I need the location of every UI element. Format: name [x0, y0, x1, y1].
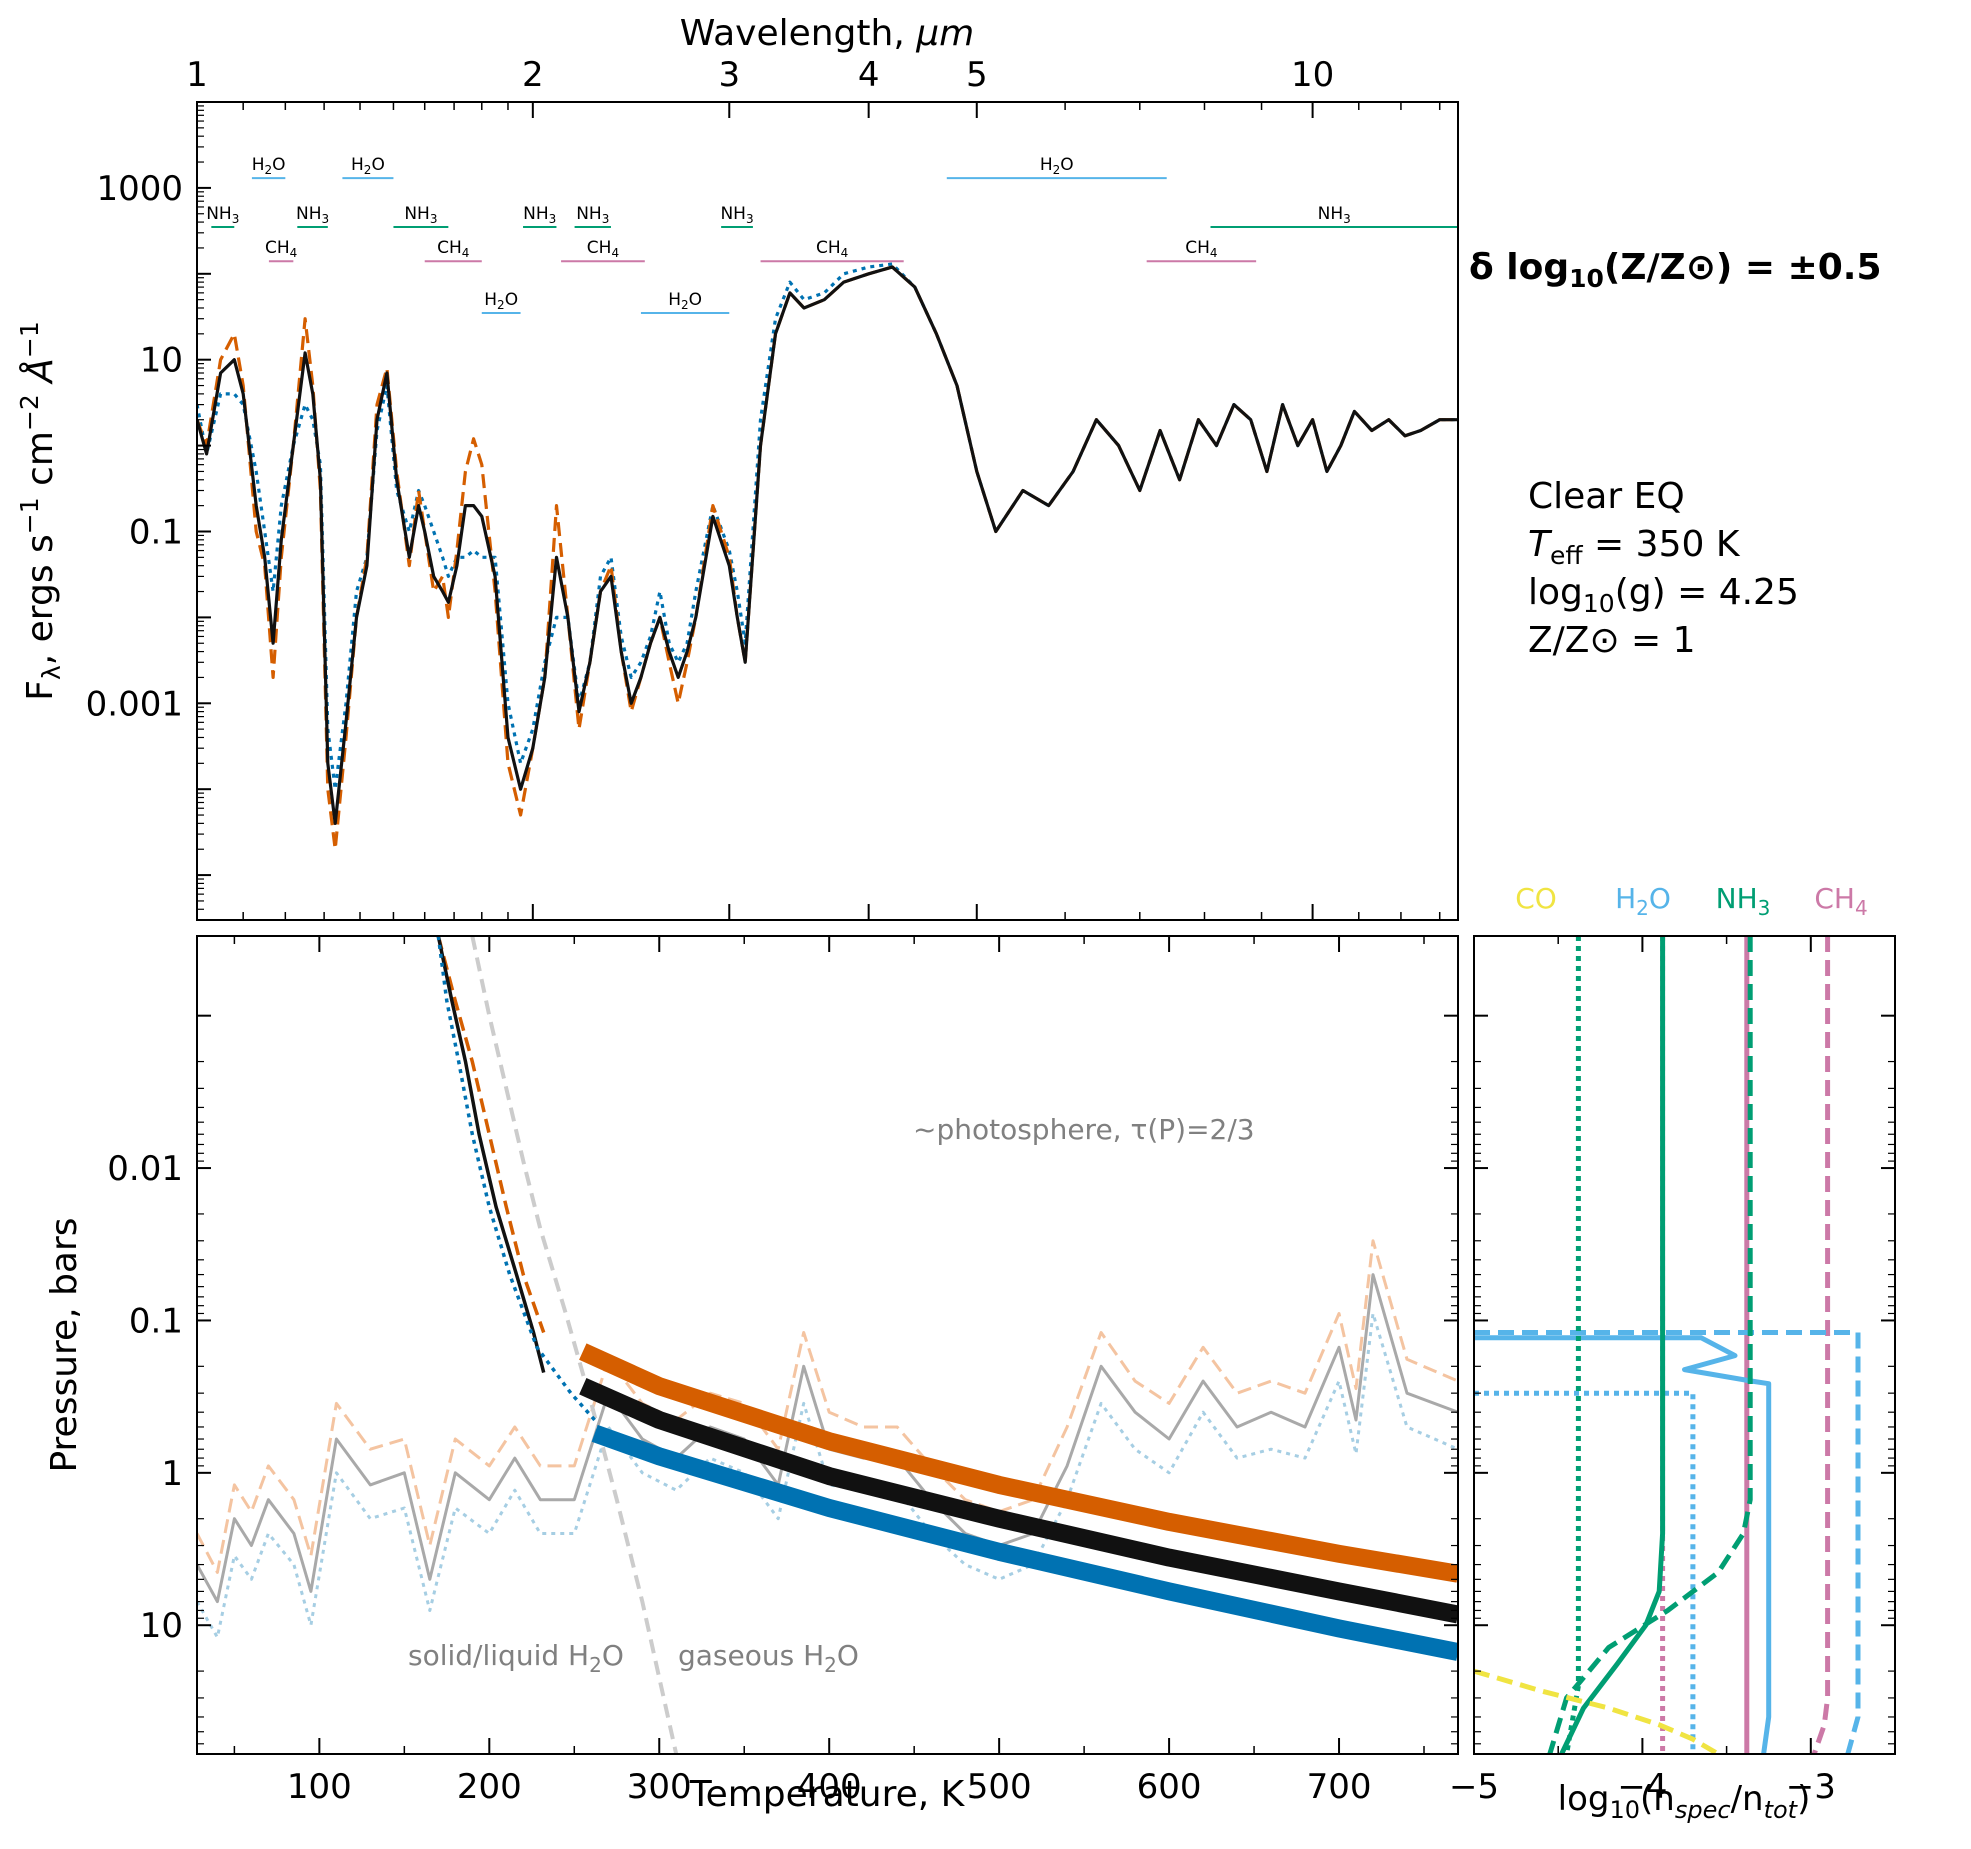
legend-item-nh3: NH3 — [1716, 882, 1771, 920]
spectrum-x-tick-label: 4 — [858, 55, 880, 95]
spectrum-x-tick-label: 2 — [522, 55, 544, 95]
band-marker-label: CH4 — [265, 238, 297, 260]
band-marker-label: CH4 — [587, 238, 619, 260]
spectrum-y-tick-label: 0.001 — [86, 684, 183, 724]
abundance-h2o-solid-line — [1474, 1335, 1772, 1754]
band-marker-label: CH4 — [816, 238, 848, 260]
photosphere-dashed-line — [197, 1239, 1458, 1574]
spectrum-x-tick-label: 10 — [1291, 55, 1334, 95]
gaseous-h2o-label: gaseous H2O — [678, 1639, 859, 1677]
abundance-co-dashed-line — [1474, 1668, 1720, 1754]
pt-x-ticks: 100 200 300 400 500 600 700 — [233, 936, 1425, 1807]
pt-y-ticks: 0.01 0.1 1 10 — [107, 1014, 1458, 1755]
pt-frame — [196, 935, 1459, 1755]
band-marker-label: H2O — [668, 290, 702, 312]
band-marker-label: NH3 — [206, 204, 239, 226]
band-marker-label: H2O — [1040, 155, 1074, 177]
spectrum-frame — [196, 101, 1459, 921]
pt-x-axis-label: Temperature, K — [689, 1774, 966, 1815]
h2o-condensation-curve — [470, 936, 679, 1754]
teff-label: Teff = 350 K — [1528, 524, 1741, 570]
solid-liquid-h2o-label: solid/liquid H2O — [408, 1639, 624, 1677]
pt-y-tick-label: 0.01 — [107, 1149, 183, 1189]
abundance-h2o-dashed-line — [1474, 1330, 1861, 1754]
pt-profile-solid-line — [436, 936, 546, 1374]
spectrum-series — [197, 262, 1458, 851]
pt-profile-dotted-photosphere-segment — [591, 1424, 1458, 1661]
legend-item-co: CO — [1515, 882, 1557, 915]
spectrum-x-tick-label: 5 — [966, 55, 988, 95]
spectrum-y-tick-label: 0.1 — [129, 512, 183, 552]
abundance-nh3-dotted-line — [1564, 936, 1581, 1754]
spectrum-y-tick-label: 10 — [140, 341, 183, 381]
band-marker-label: NH3 — [523, 204, 556, 226]
abundance-h2o-dotted-line — [1474, 1390, 1696, 1754]
abundance-ch4-dashed-line — [1811, 936, 1831, 1754]
spectrum-dashed-line — [197, 265, 1458, 851]
band-marker-label: H2O — [351, 155, 385, 177]
spectrum-x-tick-label: 3 — [718, 55, 740, 95]
band-marker-label: CH4 — [1185, 238, 1217, 260]
abundance-legend: CO H2O NH3 CH4 — [1515, 882, 1867, 920]
band-marker-label: H2O — [252, 155, 286, 177]
spectrum-x-ticks: 1 2 3 4 5 10 — [186, 55, 1441, 920]
legend-item-ch4: CH4 — [1814, 882, 1867, 920]
pt-x-tick-label: 500 — [967, 1767, 1032, 1807]
pt-series — [197, 936, 1458, 1754]
legend-item-h2o: H2O — [1615, 882, 1671, 920]
abundance-x-tick-label: −5 — [1449, 1767, 1499, 1807]
abundance-frame — [1473, 935, 1896, 1755]
abundance-x-ticks: −5 −4 −3 — [1449, 936, 1896, 1807]
pt-x-tick-label: 600 — [1137, 1767, 1202, 1807]
photosphere-annotation: ~photosphere, τ(P)=2/3 — [913, 1113, 1255, 1146]
model-name-label: Clear EQ — [1528, 476, 1685, 517]
pt-profile-solid-photosphere-segment — [579, 1377, 1458, 1624]
pt-x-tick-label: 400 — [797, 1767, 862, 1807]
band-marker-label: NH3 — [404, 204, 437, 226]
pt-y-axis-label: Pressure, bars — [44, 1217, 85, 1472]
pt-x-tick-label: 100 — [287, 1767, 352, 1807]
metallicity-delta-label: δ log10(Z/Z⊙) = ±0.5 — [1469, 247, 1882, 293]
abundance-x-tick-label: −3 — [1786, 1767, 1836, 1807]
spectrum-solid-line — [197, 265, 1458, 826]
abundance-panel: −5 −4 −3 CO H2O NH3 CH4 log10(nspec/ntot) — [1449, 882, 1896, 1824]
spectrum-dotted-line — [197, 262, 1458, 791]
pt-x-tick-label: 300 — [627, 1767, 692, 1807]
band-marker-label: NH3 — [296, 204, 329, 226]
pt-y-tick-label: 0.1 — [129, 1301, 183, 1341]
band-marker-label: H2O — [484, 290, 518, 312]
abundance-x-tick-label: −4 — [1617, 1767, 1667, 1807]
pt-profile-dotted-line — [436, 936, 597, 1422]
spectrum-x-tick-label: 1 — [186, 55, 208, 95]
band-marker-label: NH3 — [720, 204, 753, 226]
pt-profile-panel: 100 200 300 400 500 600 700 0.01 0.1 1 10 ~photos… — [44, 935, 1459, 1815]
spectrum-y-axis-label: Fλ, ergs s−1 cm−2 Å−1 — [15, 321, 66, 701]
logg-label: log10(g) = 4.25 — [1528, 572, 1799, 618]
pt-y-tick-label: 10 — [140, 1606, 183, 1646]
abundance-nh3-dashed-line — [1547, 936, 1753, 1754]
band-marker-label: NH3 — [576, 204, 609, 226]
spectrum-y-ticks: 0.001 0.1 10 1000 — [86, 105, 211, 921]
pt-x-tick-label: 200 — [457, 1767, 522, 1807]
band-marker-label: CH4 — [437, 238, 469, 260]
pt-x-tick-label: 700 — [1307, 1767, 1372, 1807]
abundance-x-axis-label: log10(nspec/ntot) — [1558, 1779, 1811, 1824]
spectrum-y-tick-label: 1000 — [96, 169, 183, 209]
abundance-series — [1474, 936, 1861, 1754]
spectrum-x-axis-label: Wavelength, μm — [680, 13, 974, 54]
band-marker-label: NH3 — [1318, 204, 1351, 226]
pt-profile-dashed-line — [436, 936, 546, 1334]
pt-y-tick-label: 1 — [161, 1454, 183, 1494]
abundance-y-ticks — [1474, 1014, 1895, 1755]
photosphere-dotted-line — [197, 1312, 1458, 1639]
pt-profile-dashed-photosphere-segment — [579, 1343, 1458, 1583]
metallicity-label: Z/Z⊙ = 1 — [1528, 620, 1696, 661]
